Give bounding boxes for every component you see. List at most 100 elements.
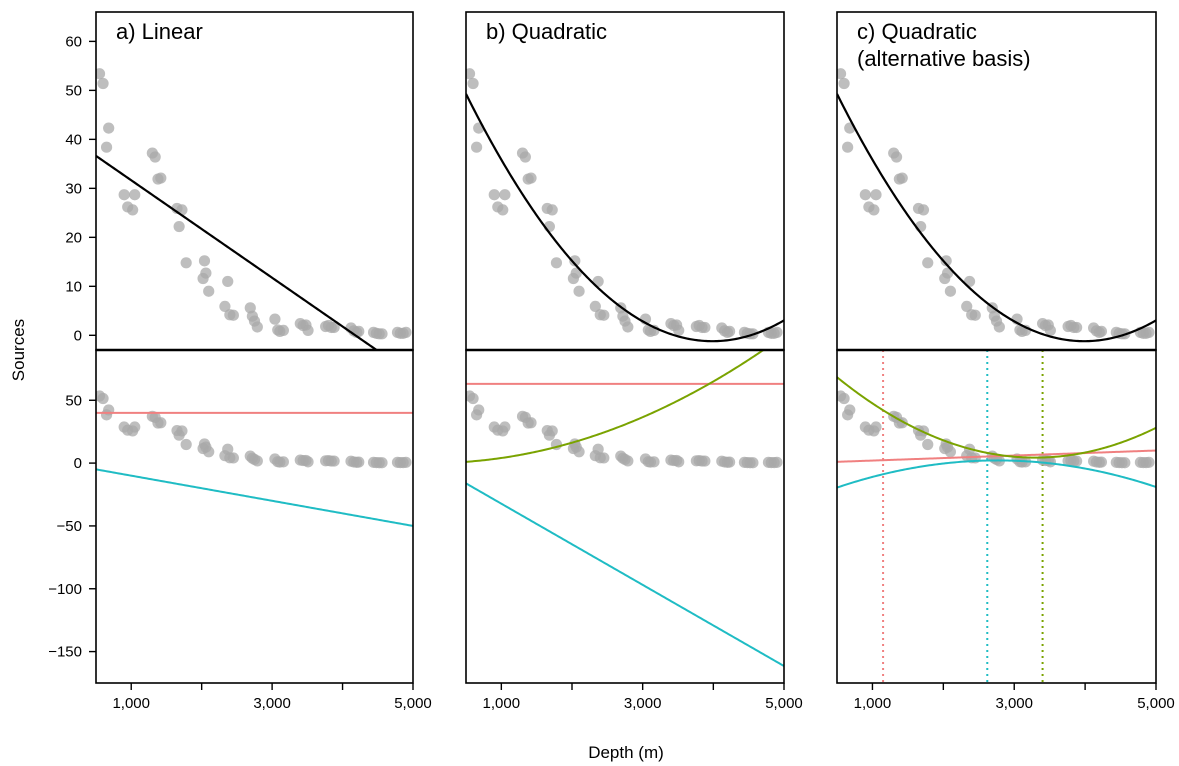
data-point [868, 204, 880, 216]
data-point [471, 141, 483, 153]
data-point [1119, 457, 1131, 469]
x-tick-label: 3,000 [624, 695, 662, 712]
data-point [573, 446, 585, 458]
bottom-frame [465, 349, 785, 684]
data-point [200, 267, 212, 279]
data-point [699, 455, 711, 467]
component-linear [466, 482, 784, 667]
data-point [569, 255, 581, 267]
data-point [592, 443, 604, 455]
data-point [118, 189, 130, 201]
data-point [1143, 326, 1155, 338]
top-plot-area [96, 68, 412, 350]
y-tick-label: −50 [57, 518, 82, 535]
data-point [400, 456, 412, 468]
data-point [227, 309, 239, 321]
panel-title: b) Quadratic [486, 19, 607, 44]
data-point [525, 417, 537, 429]
x-tick-label: 1,000 [112, 695, 150, 712]
data-point [859, 189, 871, 201]
panel-title: a) Linear [116, 19, 203, 44]
data-point [870, 421, 882, 433]
data-point [961, 300, 973, 313]
data-point [922, 257, 934, 269]
data-point [550, 257, 563, 269]
data-point [302, 324, 314, 337]
component-intercept [837, 449, 1156, 463]
panel-3: 1,000 3,000 5,000 c) Quadratic(alternative … [836, 11, 1175, 712]
x-tick-label: 3,000 [995, 695, 1033, 712]
data-point [180, 438, 192, 451]
data-point [227, 452, 239, 464]
data-point [837, 68, 847, 80]
data-point [269, 313, 281, 325]
data-point [155, 417, 167, 429]
data-point [328, 321, 340, 334]
fit-curve [837, 93, 1156, 343]
data-point [222, 443, 234, 455]
data-point [598, 309, 610, 321]
data-point [648, 456, 660, 468]
data-point [1095, 456, 1108, 468]
data-point [622, 455, 634, 467]
panel-2: 1,000 3,000 5,000 b) Quadratic [465, 11, 803, 712]
data-point [376, 457, 388, 469]
data-point [525, 172, 537, 184]
x-axis-label: Depth (m) [588, 743, 664, 762]
data-point [203, 285, 215, 297]
data-point [771, 326, 783, 338]
data-point [251, 321, 263, 333]
data-point [546, 204, 558, 216]
top-frame [95, 11, 414, 351]
y-axis-label: Sources [9, 319, 28, 381]
data-point [1143, 456, 1155, 468]
data-point [97, 77, 109, 90]
data-point [922, 438, 934, 451]
data-point [573, 285, 585, 297]
data-point [890, 151, 903, 163]
data-point [376, 328, 388, 340]
y-tick-label: 20 [65, 229, 82, 246]
data-point [100, 141, 113, 153]
data-point [1095, 325, 1108, 337]
data-point [222, 275, 234, 288]
data-point [467, 392, 479, 405]
data-point [129, 421, 141, 433]
component-linear [96, 468, 413, 527]
data-point [940, 255, 952, 267]
data-point [944, 285, 957, 297]
data-point [1071, 455, 1083, 467]
data-point [1071, 321, 1083, 334]
y-tick-label: −100 [48, 581, 82, 598]
top-plot-area [466, 68, 784, 343]
data-point [723, 325, 736, 337]
y-tick-label: 50 [65, 392, 82, 409]
data-point [103, 122, 115, 134]
panel-title: c) Quadratic [857, 19, 977, 44]
data-point [467, 77, 479, 90]
bottom-plot-area [96, 390, 413, 527]
data-point [673, 456, 685, 468]
data-point [870, 189, 882, 201]
data-point [353, 456, 365, 468]
data-point [277, 324, 289, 337]
component-quadratic [837, 376, 1156, 459]
bottom-frame [836, 349, 1157, 684]
data-point [302, 456, 314, 468]
data-point [127, 204, 139, 216]
data-point [589, 300, 601, 313]
top-plot-area [837, 68, 1156, 343]
data-point [103, 404, 115, 416]
y-tick-label: 30 [65, 180, 82, 197]
bottom-plot-area [466, 350, 784, 667]
data-point [771, 456, 783, 468]
data-point [180, 257, 192, 269]
data-point [149, 151, 161, 163]
component-quadratic [466, 350, 766, 463]
y-tick-label: 10 [65, 278, 82, 295]
y-tick-label: 0 [74, 455, 82, 472]
data-point [488, 189, 500, 201]
data-point [176, 425, 188, 437]
data-point [497, 204, 509, 216]
fit-curve [96, 154, 379, 350]
